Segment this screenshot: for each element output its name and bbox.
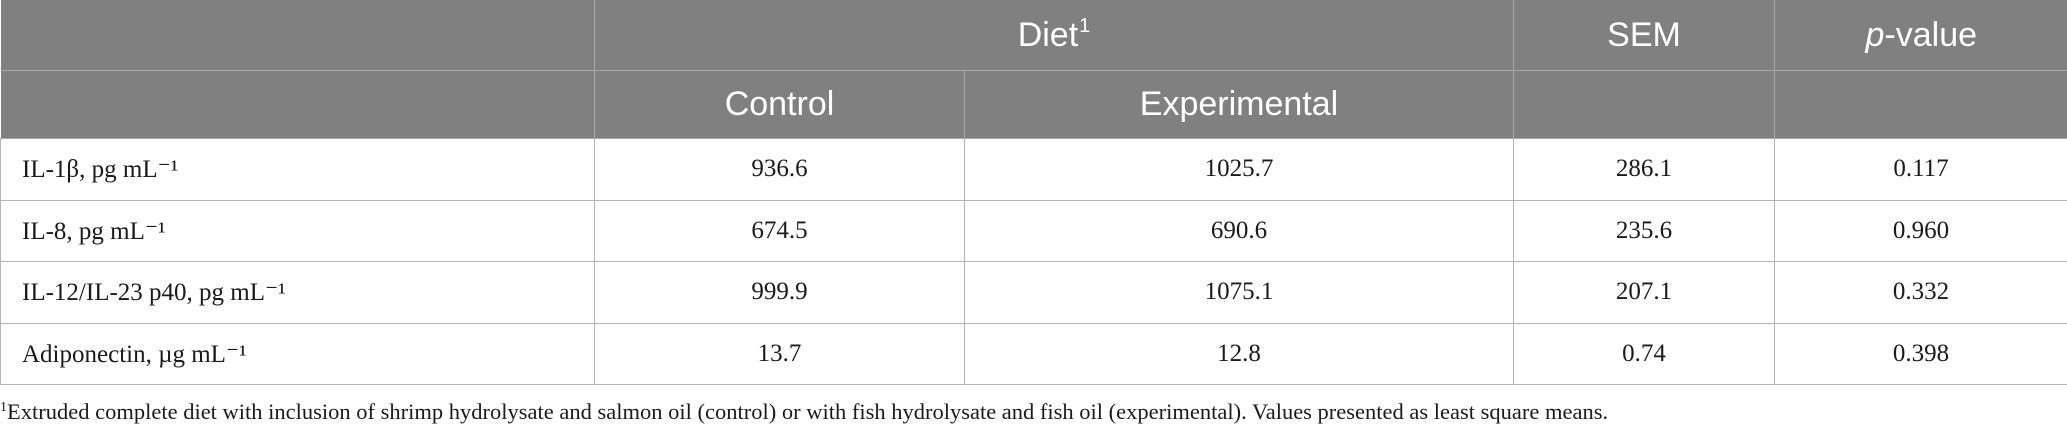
control-value: 13.7 xyxy=(594,323,965,385)
header-pvalue-italic: p xyxy=(1865,15,1885,54)
header-empty-cell xyxy=(1513,70,1775,139)
table-container: Diet1 SEM p-value Control Experimental I… xyxy=(0,0,2067,425)
experimental-value: 690.6 xyxy=(964,200,1514,262)
p-value: 0.398 xyxy=(1774,323,2067,385)
header-row-sub: Control Experimental xyxy=(0,70,2067,139)
header-empty-cell xyxy=(0,70,595,139)
control-value: 999.9 xyxy=(594,261,965,324)
header-pvalue: p-value xyxy=(1774,0,2067,71)
footnote-text: Extruded complete diet with inclusion of… xyxy=(7,399,1609,424)
p-value: 0.332 xyxy=(1774,261,2067,324)
header-control: Control xyxy=(594,70,965,139)
p-value: 0.117 xyxy=(1774,138,2067,201)
header-pvalue-rest: -value xyxy=(1884,15,1978,54)
row-label: IL-8, pg mL⁻¹ xyxy=(0,200,595,262)
table-header: Diet1 SEM p-value Control Experimental xyxy=(0,0,2067,139)
experimental-value: 1025.7 xyxy=(964,138,1514,201)
row-label: IL-1β, pg mL⁻¹ xyxy=(0,138,595,201)
table-row: IL-1β, pg mL⁻¹ 936.6 1025.7 286.1 0.117 xyxy=(0,138,2067,201)
sem-value: 207.1 xyxy=(1513,261,1775,324)
header-sem: SEM xyxy=(1513,0,1775,71)
table-row: IL-8, pg mL⁻¹ 674.5 690.6 235.6 0.960 xyxy=(0,200,2067,262)
footnote-marker: 1 xyxy=(0,400,7,415)
sem-value: 235.6 xyxy=(1513,200,1775,262)
row-label: IL-12/IL-23 p40, pg mL⁻¹ xyxy=(0,261,595,324)
header-control-label: Control xyxy=(724,85,835,123)
table-row: IL-12/IL-23 p40, pg mL⁻¹ 999.9 1075.1 20… xyxy=(0,261,2067,324)
header-diet: Diet1 xyxy=(594,0,1514,71)
table-row: Adiponectin, µg mL⁻¹ 13.7 12.8 0.74 0.39… xyxy=(0,323,2067,385)
sem-value: 0.74 xyxy=(1513,323,1775,385)
row-label: Adiponectin, µg mL⁻¹ xyxy=(0,323,595,385)
header-row-top: Diet1 SEM p-value xyxy=(0,0,2067,71)
control-value: 674.5 xyxy=(594,200,965,262)
header-empty-cell xyxy=(0,0,595,71)
table-footnote: 1Extruded complete diet with inclusion o… xyxy=(0,399,2067,425)
table-body: IL-1β, pg mL⁻¹ 936.6 1025.7 286.1 0.117 … xyxy=(0,138,2067,385)
header-diet-label: Diet xyxy=(1017,15,1079,54)
header-experimental: Experimental xyxy=(964,70,1514,139)
header-empty-cell xyxy=(1774,70,2067,139)
data-table: Diet1 SEM p-value Control Experimental I… xyxy=(0,0,2067,385)
experimental-value: 12.8 xyxy=(964,323,1514,385)
header-experimental-label: Experimental xyxy=(1139,85,1339,123)
sem-value: 286.1 xyxy=(1513,138,1775,201)
experimental-value: 1075.1 xyxy=(964,261,1514,324)
p-value: 0.960 xyxy=(1774,200,2067,262)
header-diet-footnote-marker: 1 xyxy=(1079,14,1091,37)
control-value: 936.6 xyxy=(594,138,965,201)
header-sem-label: SEM xyxy=(1607,15,1681,54)
